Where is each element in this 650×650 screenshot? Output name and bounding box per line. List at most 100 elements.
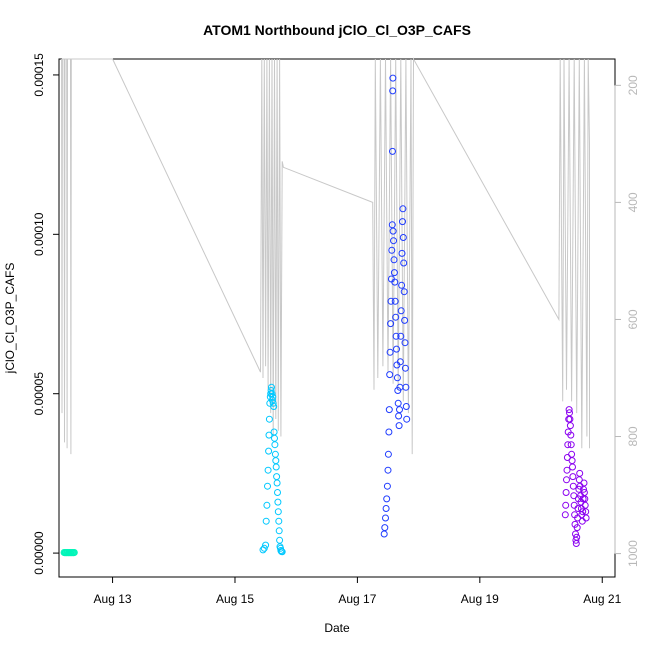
data-point [565,406,573,414]
data-point [386,348,394,356]
data-point [582,514,590,522]
data-point [380,530,388,538]
data-point [265,431,273,439]
data-point [392,332,400,340]
data-point [387,320,395,328]
data-point [574,505,582,512]
data-point [566,422,574,430]
data-point [387,297,395,305]
data-point [563,476,570,484]
data-point [579,508,587,516]
y-tick-label: 0.00005 [32,372,46,416]
data-point [264,466,272,474]
data-point [278,548,286,556]
secondary-series-line [61,57,590,455]
data-point [274,498,282,506]
points-layer [60,74,590,557]
data-point [567,441,575,449]
data-point [401,339,409,347]
data-point [273,473,281,481]
data-point [382,505,390,512]
data-point [562,501,570,509]
data-point [388,246,396,254]
data-point [265,447,273,455]
data-point [265,415,273,423]
x-axis: Aug 13 Aug 15 Aug 17 Aug 19 Aug 21 [94,576,622,606]
data-point [275,527,283,535]
data-point [562,489,570,496]
data-point [276,536,284,544]
data-point [394,399,402,407]
y2-tick-label: 200 [626,75,640,95]
data-point [385,428,393,436]
data-point [390,237,397,245]
data-point [272,463,280,471]
y-tick-label: 0.00010 [32,212,46,256]
x-tick-label: Aug 13 [94,592,132,606]
data-point [401,316,409,324]
data-point [263,501,271,509]
data-point [400,259,408,267]
data-point [384,466,392,474]
data-point [393,374,401,382]
chart-title: ATOM1 Northbound jClO_Cl_O3P_CAFS [203,22,471,38]
data-point [386,371,394,379]
plot-frame [58,58,616,578]
data-point [568,450,576,458]
data-point [389,74,397,82]
data-point [402,403,410,410]
data-point [384,450,392,458]
data-point [389,87,397,95]
data-point [271,441,279,449]
data-point [272,457,280,465]
data-point [400,288,408,296]
data-point [391,297,399,305]
data-point [382,514,389,522]
data-point [567,431,575,439]
data-point [269,399,277,407]
data-point [395,422,403,430]
data-point [397,332,405,340]
data-point [578,517,586,525]
data-point [395,412,403,420]
data-point [391,278,399,286]
data-point [383,482,391,490]
data-point [396,358,404,366]
data-point [569,473,577,481]
data-point [563,466,571,474]
data-point [268,396,276,404]
data-point [401,364,409,372]
data-point [393,345,400,353]
data-point [264,482,271,490]
data-point [273,479,281,487]
data-point [267,387,275,394]
data-point [576,469,584,477]
data-point [569,463,576,471]
data-point [573,524,581,532]
data-point [390,256,398,264]
data-point [271,434,278,442]
y2-tick-label: 800 [626,426,640,446]
data-point [399,234,407,241]
data-point [275,517,283,525]
y2-tick-label: 1000 [626,540,640,567]
x-tick-label: Aug 17 [338,592,376,606]
data-point [392,313,400,321]
data-point [274,489,281,496]
data-point [381,524,389,532]
data-point [270,428,278,436]
data-point [270,403,278,410]
data-point [390,269,398,277]
data-point [274,508,282,516]
data-point [580,479,588,487]
data-point [271,450,279,458]
data-point [581,501,589,509]
data-point [262,541,270,549]
y2-axis: 200 400 600 800 1000 [614,75,640,567]
y2-tick-label: 400 [626,192,640,212]
data-point [570,492,578,500]
data-point [385,406,393,414]
y-axis-label: jClO_Cl_O3P_CAFS [3,263,17,375]
